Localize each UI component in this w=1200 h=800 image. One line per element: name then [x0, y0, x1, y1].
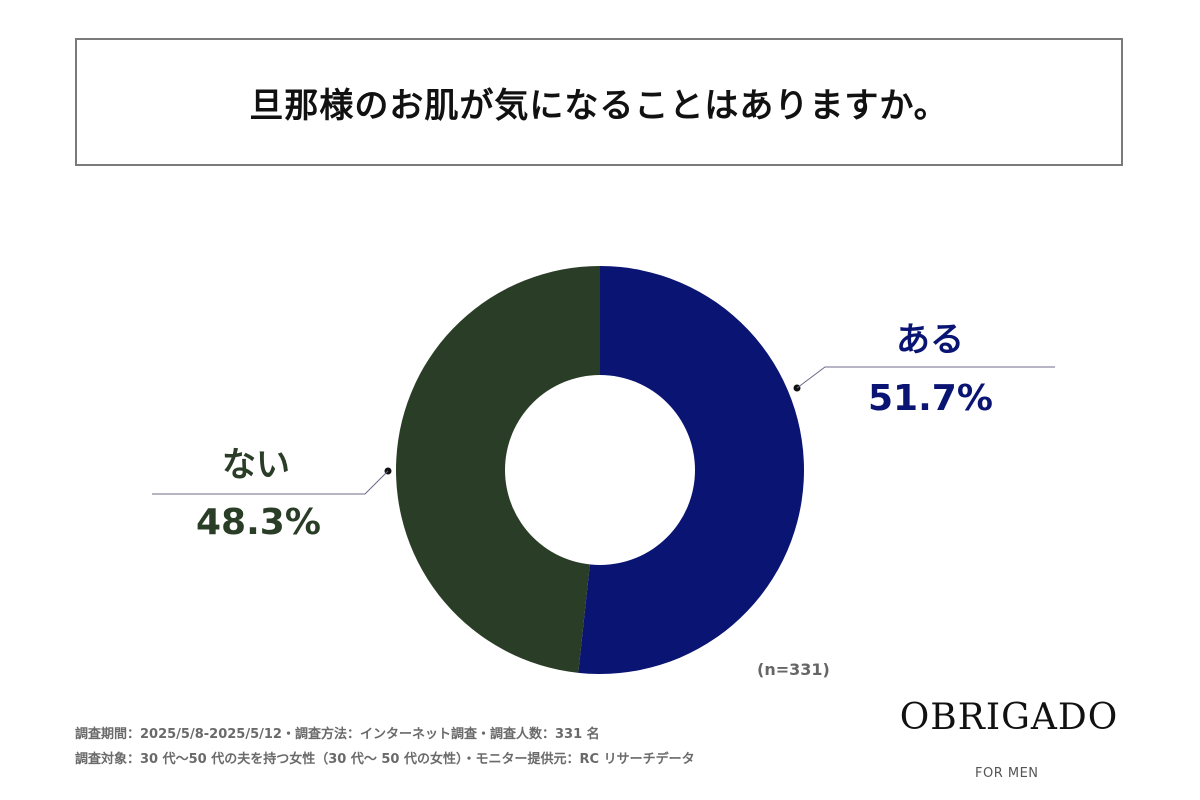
title-box: 旦那様のお肌が気になることはありますか。: [75, 38, 1123, 166]
donut-hole: [505, 375, 695, 565]
sample-size-label: (n=331): [757, 660, 830, 679]
slice-label-nai: ない: [222, 445, 290, 485]
footer-line-2: 調査対象：30 代〜50 代の夫を持つ女性（30 代〜 50 代の女性）・モニタ…: [75, 752, 695, 767]
leader-line-aru: [793, 366, 1055, 392]
slice-label-aru: ある: [896, 320, 964, 360]
chart-title: 旦那様のお肌が気になることはありますか。: [249, 85, 949, 126]
slice-value-aru: 51.7%: [868, 378, 993, 419]
footer-line-1: 調査期間：2025/5/8-2025/5/12・調査方法：インターネット調査・調…: [75, 727, 600, 742]
leader-line-nai: [152, 467, 392, 495]
brand-logo-sub: FOR MEN: [975, 766, 1039, 781]
slice-value-nai: 48.3%: [196, 502, 321, 543]
donut-slice-nai: [396, 265, 600, 673]
brand-logo: OBRIGADO: [899, 697, 1119, 738]
